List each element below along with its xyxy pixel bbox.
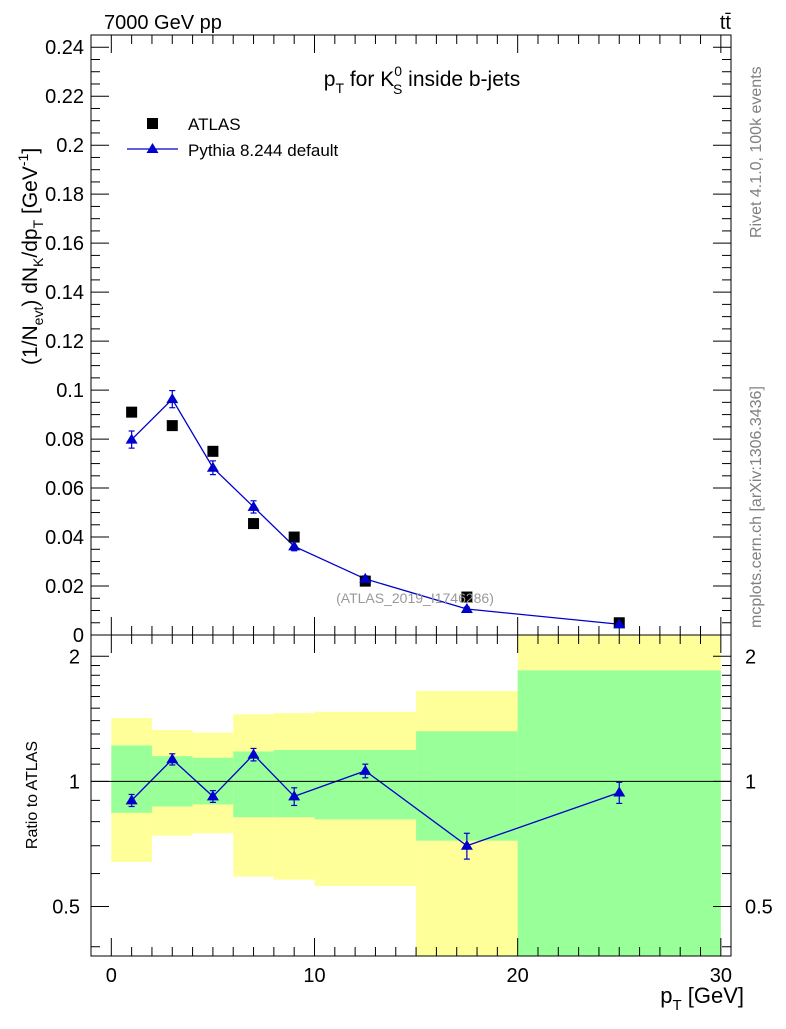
legend: ATLAS Pythia 8.244 default	[127, 115, 339, 160]
ratio-point	[460, 839, 473, 850]
atlas-point	[126, 406, 138, 418]
y-tick-label: 0.14	[45, 282, 84, 304]
main-series	[125, 389, 626, 629]
ylabel-a: (1/N	[19, 325, 42, 365]
ratio-band-stat	[233, 751, 274, 818]
ratio-y-label: Ratio to ATLAS	[24, 741, 41, 849]
title-p: p	[324, 68, 336, 91]
mc-point	[460, 603, 473, 614]
ratio-tick-label-left: 1	[69, 771, 80, 793]
chart-title: pT for K0 S inside b-jets	[324, 63, 520, 97]
main-frame	[90, 34, 732, 636]
ratio-band-stat	[273, 749, 315, 818]
ratio-bands	[111, 635, 721, 956]
xlabel-p: p	[660, 983, 672, 1008]
ratio-band-stat	[416, 731, 518, 841]
mc-line	[131, 398, 620, 625]
ratio-point	[125, 794, 138, 805]
y-axis-label: (1/Nevt) dNK/dpT [GeV-1]	[15, 148, 46, 365]
watermark: (ATLAS_2019_I1746286)	[336, 590, 494, 606]
atlas-point	[461, 591, 473, 603]
y-tick-label: 0.22	[45, 86, 84, 108]
ratio-band-stat	[314, 749, 417, 820]
ratio-tick-label-left: 0.5	[52, 896, 80, 918]
header-left: 7000 GeV pp	[104, 12, 222, 34]
ratio-frame	[90, 634, 732, 957]
ratio-point	[613, 786, 626, 797]
mc-point	[247, 500, 260, 511]
ratio-point	[166, 753, 179, 764]
y-tick-label: 0.02	[45, 576, 84, 598]
title-end: inside b-jets	[402, 68, 520, 91]
ratio-point	[206, 790, 219, 801]
y-tick-label: 0.04	[45, 527, 84, 549]
y-tick-label: 0.08	[45, 429, 84, 451]
title-mid: for K	[344, 68, 394, 91]
header-right: tt̄	[720, 12, 732, 34]
ylabel-i: ]	[19, 148, 42, 154]
atlas-point	[166, 420, 178, 432]
ylabel-g: [GeV	[19, 166, 42, 220]
x-tick-label: 0	[106, 965, 117, 987]
ylabel-e: /dp	[19, 228, 42, 257]
y-tick-label: 0.18	[45, 184, 84, 206]
y-tick-label: 0.1	[56, 380, 84, 402]
xlabel-rest: [GeV]	[682, 983, 744, 1008]
atlas-point	[248, 518, 260, 530]
y-tick-label: 0.2	[56, 135, 84, 157]
legend-atlas-marker	[147, 118, 158, 129]
ratio-tick-label-right: 0.5	[745, 896, 773, 918]
side-label-top: Rivet 4.1.0, 100k events	[748, 66, 765, 238]
mc-point	[613, 618, 626, 629]
ylabel-d: K	[30, 257, 46, 267]
ratio-point	[247, 748, 260, 759]
side-label-bottom: mcplots.cern.ch [arXiv:1306.3436]	[748, 386, 765, 628]
legend-atlas-label: ATLAS	[188, 115, 241, 134]
ylabel-f: T	[30, 219, 46, 228]
y-tick-label: 0.12	[45, 331, 84, 353]
ratio-point	[288, 790, 301, 801]
mc-point	[359, 572, 372, 583]
ratio-tick-label-right: 2	[745, 646, 756, 668]
legend-pythia-marker	[146, 143, 159, 153]
x-tick-label: 30	[710, 965, 732, 987]
ratio-band-stat	[517, 670, 721, 956]
ylabel-c: ) dN	[19, 267, 42, 307]
mc-point	[125, 433, 138, 444]
y-tick-label: 0.16	[45, 233, 84, 255]
xlabel-T: T	[672, 997, 681, 1014]
x-tick-label: 10	[303, 965, 325, 987]
mc-point	[288, 540, 301, 551]
title-sub: S	[393, 81, 402, 97]
y-tick-label-zero: 0	[73, 625, 84, 647]
y-tick-label: 0.24	[45, 37, 84, 59]
atlas-point	[288, 531, 300, 543]
ratio-tick-label-right: 1	[745, 771, 756, 793]
ratio-tick-label-left: 2	[69, 646, 80, 668]
mc-point	[166, 393, 179, 404]
axis-tick-labels: 0 10 20 300.020.040.060.080.10.120.140.160.…	[45, 37, 773, 987]
ylabel-b: evt	[30, 307, 46, 326]
ratio-line	[131, 753, 620, 847]
x-tick-label: 20	[507, 965, 529, 987]
x-axis-label: pT [GeV]	[660, 983, 744, 1014]
legend-pythia-label: Pythia 8.244 default	[188, 141, 339, 160]
title-sup: 0	[394, 63, 402, 79]
ratio-series	[125, 747, 626, 860]
atlas-point	[207, 445, 219, 457]
y-tick-label: 0.06	[45, 478, 84, 500]
ylabel-h: -1	[15, 153, 31, 166]
ratio-point	[359, 764, 372, 775]
mc-point	[206, 461, 219, 472]
title-T: T	[335, 80, 344, 96]
axis-ticks	[91, 35, 731, 956]
